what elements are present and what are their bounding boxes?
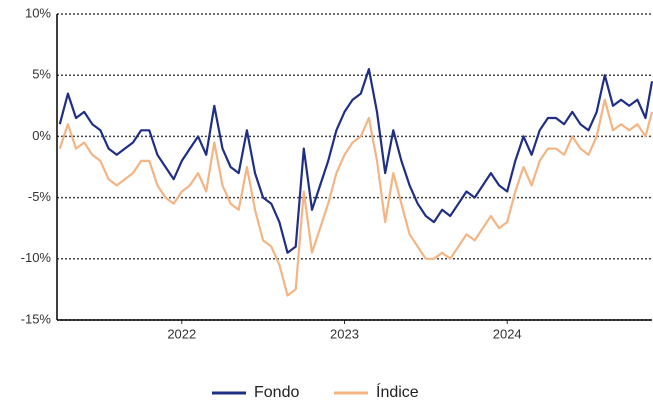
x-tick-label: 2022 [167, 326, 196, 341]
y-tick-label: -15% [21, 311, 52, 326]
y-tick-label: -5% [28, 189, 52, 204]
y-tick-label: 0% [32, 128, 51, 143]
legend-label: Fondo [254, 384, 299, 401]
y-tick-label: -10% [21, 250, 52, 265]
y-tick-label: 5% [32, 67, 51, 82]
x-tick-label: 2024 [493, 326, 522, 341]
series-line [58, 98, 653, 297]
x-tick-label: 2023 [330, 326, 359, 341]
y-tick-label: 10% [25, 5, 51, 20]
series-line [58, 68, 653, 254]
legend-label: Índice [376, 382, 419, 401]
